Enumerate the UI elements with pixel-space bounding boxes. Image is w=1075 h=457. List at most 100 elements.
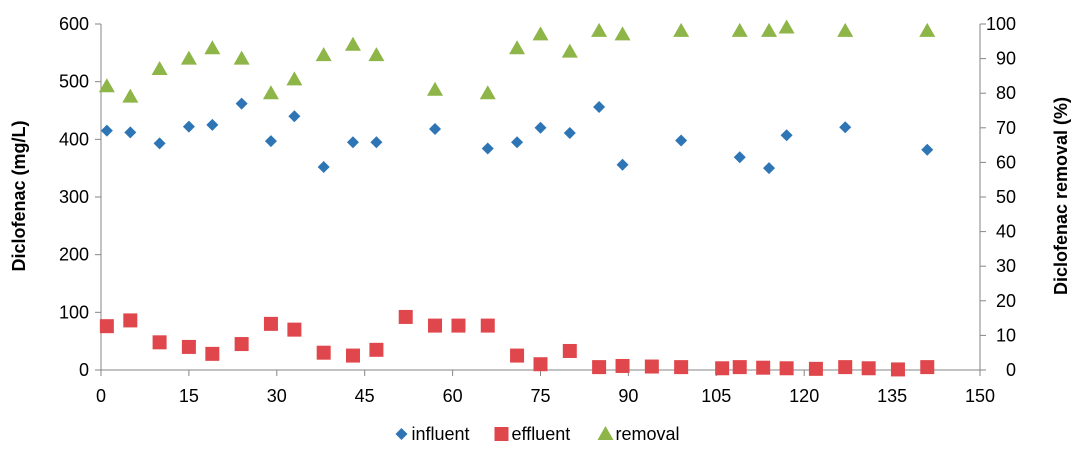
legend-label: removal <box>616 424 680 444</box>
effluent-point <box>316 345 331 360</box>
influent-point <box>616 158 629 171</box>
x-tick-label: 30 <box>267 386 287 406</box>
y2-tick-label: 100 <box>986 14 1016 34</box>
x-tick-label: 135 <box>877 386 907 406</box>
y2-tick-label: 30 <box>996 256 1016 276</box>
influent-point <box>763 162 776 175</box>
effluent-point <box>715 361 730 376</box>
influent-point <box>100 124 113 137</box>
influent-point <box>124 126 137 139</box>
influent-point <box>317 161 330 174</box>
effluent-point <box>287 322 302 337</box>
removal-point <box>614 26 631 41</box>
y-axis-label: Diclofenac (mg/L) <box>9 120 29 271</box>
removal-point <box>479 85 496 100</box>
removal-point <box>761 22 778 37</box>
y-tick-label: 200 <box>59 245 89 265</box>
influent-point <box>182 120 195 133</box>
legend-item-removal: removal <box>597 424 680 444</box>
y2-tick-label: 60 <box>996 152 1016 172</box>
effluent-point <box>181 339 196 354</box>
removal-point <box>731 22 748 37</box>
influent-point <box>593 101 606 114</box>
y2-tick-label: 50 <box>996 187 1016 207</box>
removal-point <box>509 40 526 55</box>
influent-point <box>481 142 494 155</box>
influent-point <box>780 129 793 142</box>
effluent-point <box>808 361 823 376</box>
y2-tick-label: 90 <box>996 49 1016 69</box>
y2-axis-label: Diclofenac removal (%) <box>1051 97 1071 295</box>
influent-point <box>346 136 359 149</box>
influent-point <box>429 122 442 135</box>
influent-point <box>563 126 576 139</box>
influent-point <box>839 121 852 134</box>
y2-tick-label: 0 <box>1006 360 1016 380</box>
removal-point <box>262 85 279 100</box>
x-tick-label: 0 <box>96 386 106 406</box>
effluent-point <box>451 318 466 333</box>
effluent-point <box>732 360 747 375</box>
removal-point <box>591 22 608 37</box>
removal-point <box>778 19 795 34</box>
effluent-point <box>890 362 905 377</box>
y2-tick-label: 70 <box>996 118 1016 138</box>
x-tick-label: 60 <box>443 386 463 406</box>
legend-marker-effluent <box>494 427 509 441</box>
influent-point <box>675 134 688 147</box>
effluent-point <box>152 335 167 350</box>
legend-marker-influent <box>395 428 408 440</box>
influent-point <box>733 151 746 164</box>
effluent-point <box>510 348 525 363</box>
y-tick-label: 600 <box>59 14 89 34</box>
effluent-point <box>123 313 138 328</box>
effluent-point <box>674 360 689 375</box>
x-tick-label: 150 <box>965 386 995 406</box>
x-tick-label: 105 <box>701 386 731 406</box>
removal-point <box>427 81 444 96</box>
effluent-point <box>263 316 278 331</box>
y2-tick-label: 20 <box>996 291 1016 311</box>
influent-point <box>288 110 301 123</box>
effluent-point <box>428 318 443 333</box>
effluent-point <box>345 348 360 363</box>
removal-point <box>204 40 221 55</box>
y-tick-label: 0 <box>79 360 89 380</box>
x-tick-label: 90 <box>618 386 638 406</box>
legend-item-influent: influent <box>395 424 470 444</box>
influent-point <box>206 118 219 131</box>
series-effluent <box>99 309 935 377</box>
effluent-point <box>533 357 548 372</box>
effluent-point <box>562 343 577 358</box>
series-influent <box>100 97 934 175</box>
y2-tick-label: 80 <box>996 83 1016 103</box>
effluent-point <box>756 360 771 375</box>
effluent-point <box>838 360 853 375</box>
y-tick-label: 400 <box>59 129 89 149</box>
series-removal <box>98 19 936 103</box>
legend-label: influent <box>412 424 470 444</box>
removal-point <box>344 36 361 51</box>
legend-label: effluent <box>512 424 571 444</box>
effluent-point <box>644 359 659 374</box>
y-tick-label: 300 <box>59 187 89 207</box>
influent-point <box>370 136 383 149</box>
y-tick-label: 500 <box>59 72 89 92</box>
effluent-point <box>99 319 114 334</box>
y-tick-label: 100 <box>59 302 89 322</box>
removal-point <box>233 50 250 65</box>
influent-point <box>153 137 166 150</box>
removal-point <box>532 26 549 41</box>
x-tick-label: 15 <box>179 386 199 406</box>
removal-point <box>286 71 303 86</box>
influent-point <box>511 136 524 149</box>
effluent-point <box>920 360 935 375</box>
legend-marker-removal <box>597 426 614 440</box>
removal-point <box>151 60 168 75</box>
legend-item-effluent: effluent <box>494 424 571 444</box>
influent-point <box>264 135 277 148</box>
x-tick-label: 120 <box>789 386 819 406</box>
removal-point <box>919 22 936 37</box>
x-tick-label: 45 <box>355 386 375 406</box>
